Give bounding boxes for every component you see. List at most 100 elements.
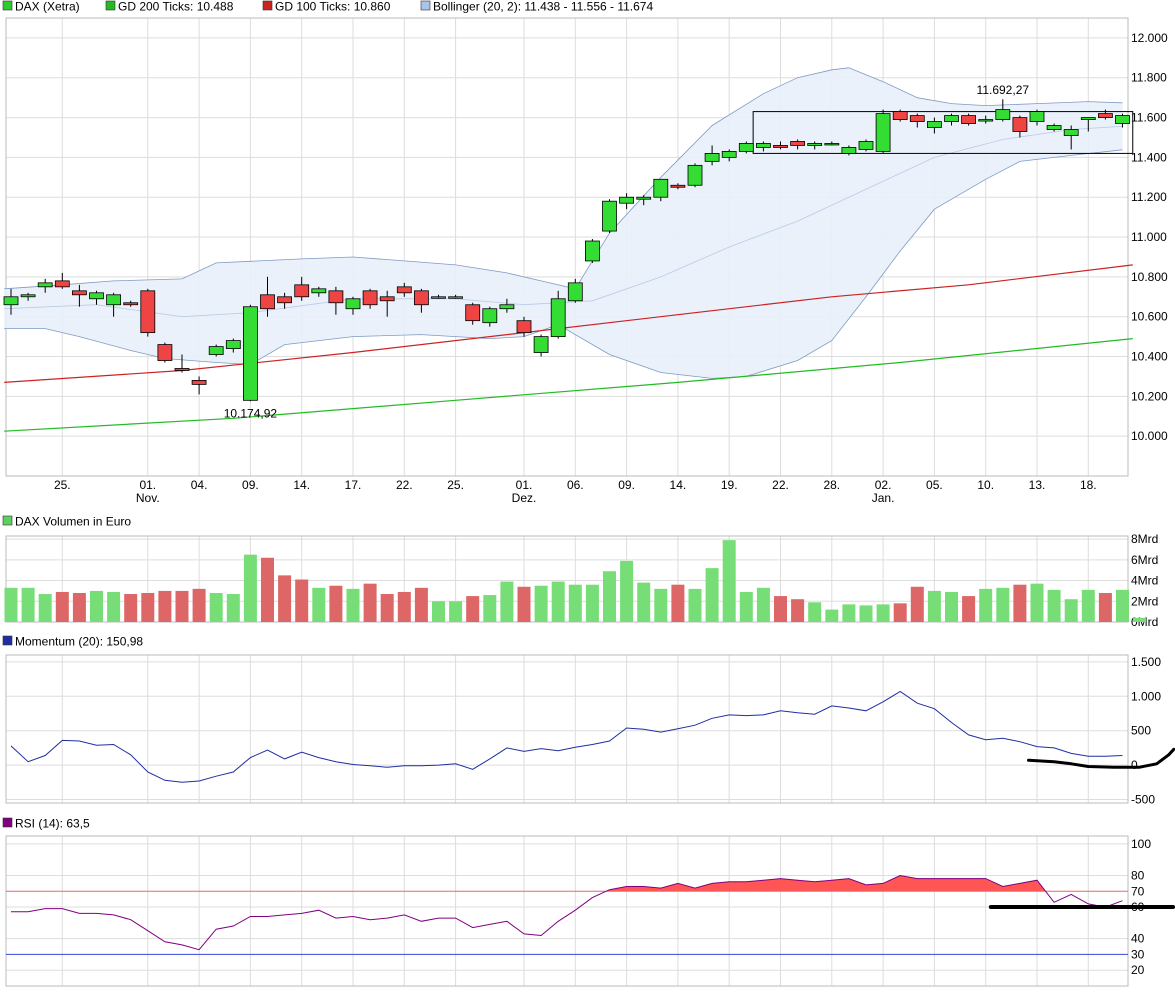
volume-bar [226,594,240,622]
rsi-y-tick: 100 [1131,837,1151,851]
volume-bar [996,587,1010,622]
candle-body [3,296,19,306]
candle-body [807,143,823,146]
legend-swatch-bollinger [420,0,431,11]
volume-legend: DAX Volumen in Euro [2,515,131,529]
legend-gd100: GD 100 Ticks: 10.860 [275,0,391,14]
panel-frame [5,17,1129,477]
rsi-ref-label: 30 [1131,947,1145,961]
candle-body [1115,115,1130,124]
volume-bar [962,596,976,622]
legend-momentum: Momentum (20): 150,98 [15,635,143,649]
volume-bar [38,594,52,622]
x-tick-label: 01. [139,478,156,492]
candle-body [260,294,275,310]
candle-body [72,290,87,296]
volume-bar [620,560,634,622]
volume-y-tick: 6Mrd [1131,553,1158,567]
volume-bar [295,579,309,622]
candle-body [670,184,686,188]
volume-bar [380,594,394,622]
rsi-legend: RSI (14): 63,5 [2,817,90,831]
volume-bar [261,557,274,622]
candle-body [961,115,976,124]
candle-body [311,288,327,294]
volume-bar [842,604,856,622]
candle-body [191,380,207,385]
volume-bar [945,591,958,622]
legend-bollinger: Bollinger (20, 2): 11.438 - 11.556 - 11.… [433,0,653,14]
candle-body [704,153,720,162]
price-y-tick: 10.800 [1131,270,1168,284]
candle-body [567,282,583,302]
bollinger-lower [4,149,1123,379]
legend-swatch-momentum [2,635,13,646]
volume-bar [756,587,770,622]
volume-bar [705,568,719,622]
x-tick-month: Dez. [512,491,537,505]
momentum-y-tick: 1.000 [1131,689,1161,703]
candle-body [208,346,224,355]
candle-body [413,290,429,306]
panel-frame [5,835,1129,987]
candle-body [602,200,617,232]
x-tick-label: 22. [396,478,413,492]
volume-bar [774,596,787,622]
volume-bar [654,588,668,622]
legend-swatch-gd200 [105,0,116,11]
x-tick-label: 09. [618,478,635,492]
price-annotation: 11.692,27 [977,83,1030,97]
legend-volume: DAX Volumen in Euro [15,515,131,529]
candle-body [328,290,344,304]
volume-bar [72,592,86,622]
x-tick-label: 22. [772,478,789,492]
rsi-y-tick: 40 [1131,932,1145,946]
panel-frame [5,654,1129,804]
candle-body [738,143,754,152]
legend-swatch-volume [2,515,13,526]
candle-body [909,115,925,122]
price-legend: DAX (Xetra) GD 200 Ticks: 10.488 GD 100 … [2,0,653,14]
candle-body [1029,111,1045,122]
momentum-y-tick: 500 [1131,724,1151,738]
candle-body [157,344,173,361]
volume-bar [363,583,377,622]
volume-bar [1116,589,1129,622]
volume-bar [1030,583,1044,622]
volume-bar [500,581,514,622]
consolidation-box [752,111,1134,154]
x-tick-label: 28. [823,478,840,492]
x-tick-label: 10. [977,478,994,492]
volume-bar [278,575,292,622]
x-tick-label: 02. [875,478,892,492]
volume-bar [603,571,616,622]
volume-bar [329,585,343,622]
gd200-line [4,338,1133,432]
volume-bar [124,594,138,622]
rsi-ref-label: 70 [1131,884,1145,898]
price-y-tick: 11.800 [1131,71,1167,85]
x-tick-label: 18. [1080,478,1097,492]
candle-body [396,286,412,294]
volume-y-tick: 2Mrd [1131,594,1158,608]
candle-body [37,282,53,288]
candle-body [773,145,788,148]
x-tick-label: 04. [191,478,208,492]
x-tick-month: Jan. [872,491,895,505]
volume-y-tick: 4Mrd [1131,574,1158,588]
candle-body [465,304,481,322]
x-tick-label: 14. [293,478,310,492]
legend-gd200: GD 200 Ticks: 10.488 [118,0,234,14]
x-tick-label: 25. [54,478,71,492]
candle-body [448,296,464,299]
candle-body [106,294,121,306]
rsi-y-tick: 80 [1131,868,1145,882]
candle-body [653,178,669,198]
volume-bar [517,586,531,622]
candle-body [995,109,1011,120]
legend-swatch-dax [2,0,13,11]
candle-body [225,340,241,349]
price-y-tick: 10.200 [1131,389,1168,403]
candle-body [687,164,703,186]
